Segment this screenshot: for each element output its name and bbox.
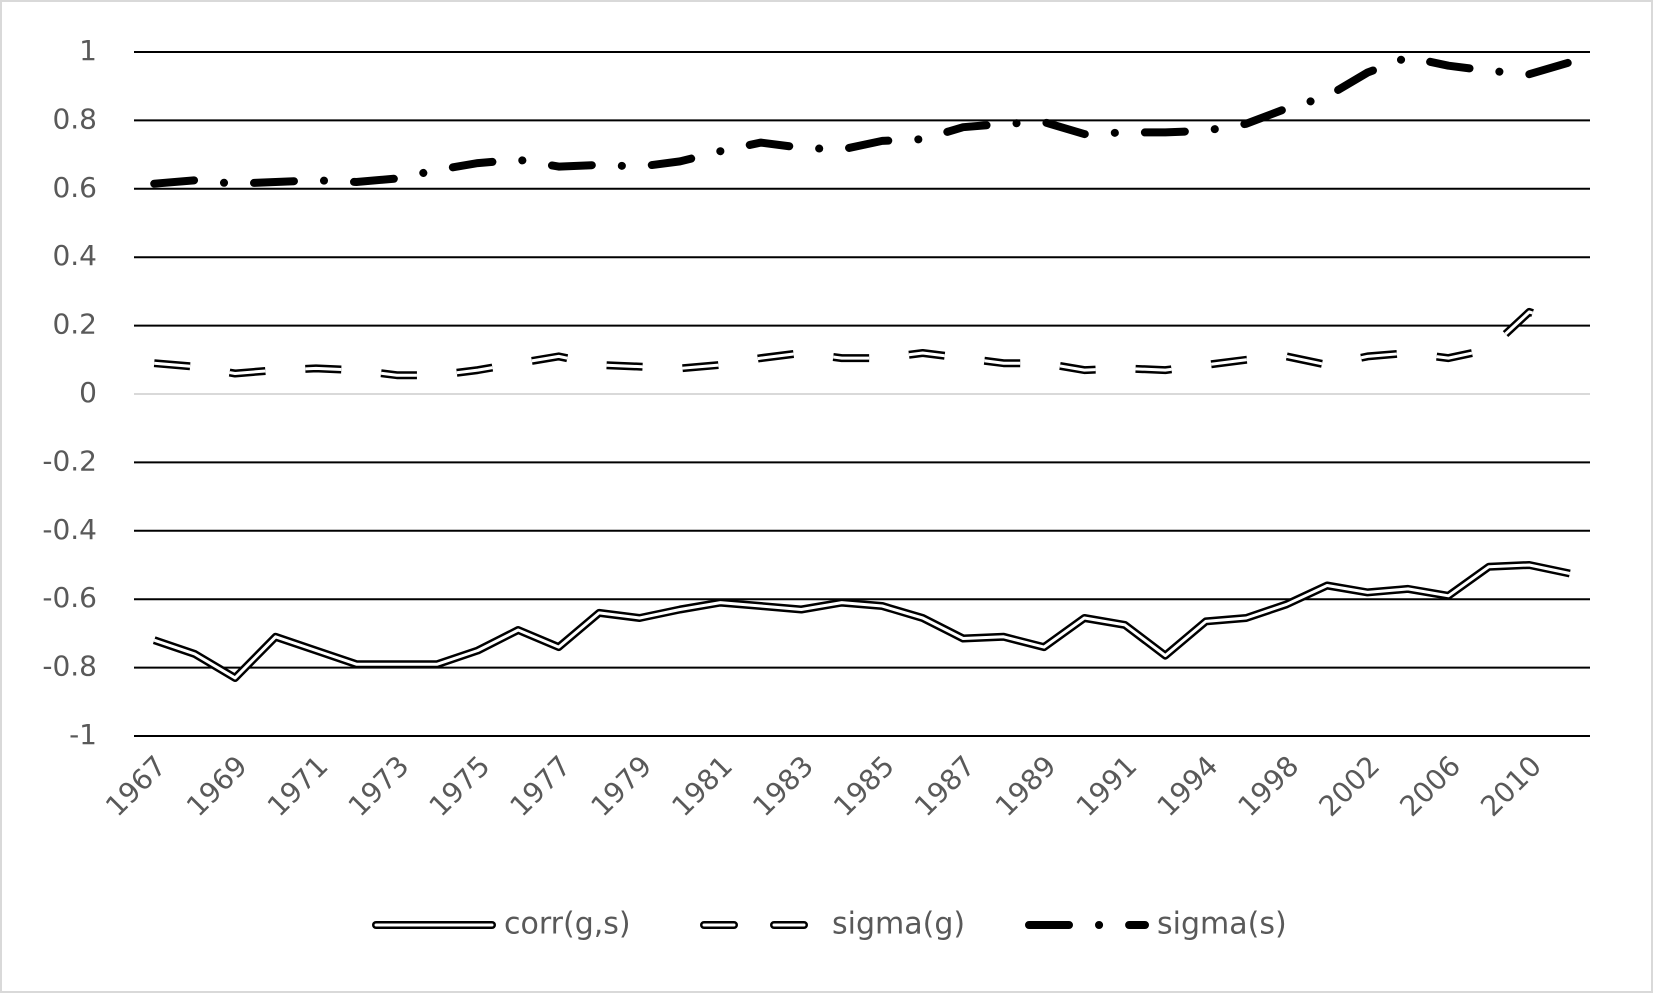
series-line [150,53,1574,188]
y-tick-label: 0 [79,376,97,409]
legend-item: sigma(g) [700,907,965,942]
y-tick-label: -0.4 [42,513,97,546]
series-line [154,310,1571,377]
y-tick-label: -0.6 [42,581,97,614]
legend-item: sigma(s) [1025,907,1287,942]
y-tick-label: 0.6 [52,171,97,204]
y-tick-label: 0.8 [52,102,97,135]
y-tick-label: -0.2 [42,444,97,477]
legend-label: sigma(g) [832,907,965,942]
y-tick-label: 0.4 [52,239,97,272]
legend-label: corr(g,s) [504,907,631,942]
series-line [153,563,1571,680]
y-tick-label: -1 [69,718,97,751]
y-tick-label: 0.2 [52,308,97,341]
y-tick-label: -0.8 [42,650,97,683]
legend-label: sigma(s) [1157,907,1287,942]
legend-item: corr(g,s) [372,907,631,942]
y-tick-label: 1 [79,34,97,67]
